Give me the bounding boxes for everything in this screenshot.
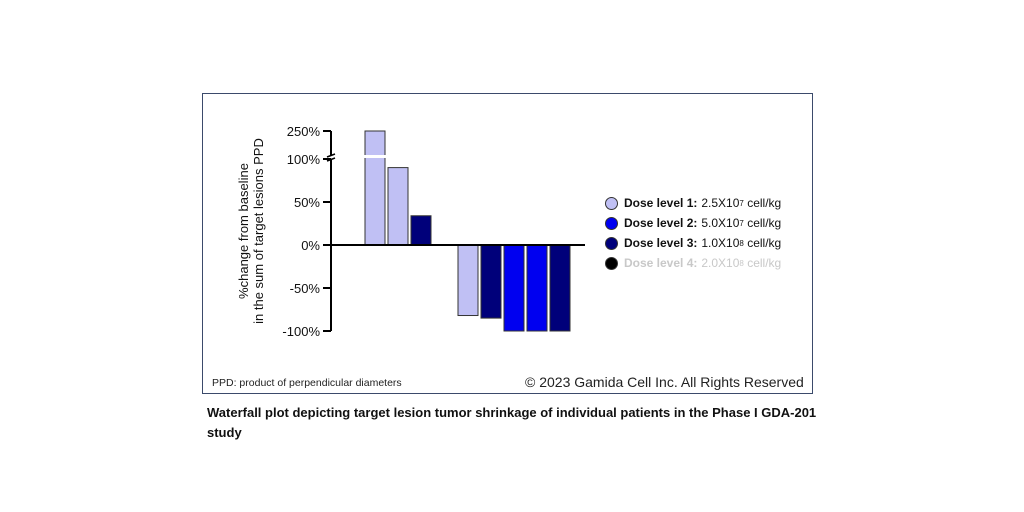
legend-label: Dose level 4: <box>624 256 698 270</box>
bar <box>503 244 525 332</box>
footnote: PPD: product of perpendicular diameters <box>212 377 402 389</box>
y-tick-label: 0% <box>301 238 320 253</box>
y-axis-label: in the sum of target lesions PPD <box>251 138 266 324</box>
axis-break-gap <box>364 155 386 158</box>
figure-caption: Waterfall plot depicting target lesion t… <box>207 405 817 440</box>
bar <box>526 244 548 332</box>
y-tick-label: -100% <box>282 324 320 339</box>
legend-value: 2.5X10 <box>701 196 740 210</box>
legend-exp: 8 <box>739 258 744 268</box>
bar <box>364 130 386 246</box>
legend-value: 1.0X10 <box>701 236 740 250</box>
y-tick-label: 250% <box>287 124 321 139</box>
y-tick-label: 50% <box>294 195 320 210</box>
legend-exp: 7 <box>739 218 744 228</box>
legend-unit: cell/kg <box>747 256 782 270</box>
copyright: © 2023 Gamida Cell Inc. All Rights Reser… <box>525 374 804 390</box>
legend-item-dose-3: Dose level 3: 1.0X10 8 cell/kg <box>605 233 781 253</box>
legend-exp: 8 <box>739 238 744 248</box>
bar <box>410 215 432 246</box>
legend-unit: cell/kg <box>747 196 782 210</box>
legend-swatch <box>605 216 618 230</box>
legend-label: Dose level 2: <box>624 216 698 230</box>
legend-item-dose-2: Dose level 2: 5.0X10 7 cell/kg <box>605 213 781 233</box>
bar <box>457 244 479 317</box>
legend-value: 2.0X10 <box>701 256 740 270</box>
legend: Dose level 1: 2.5X10 7 cell/kg Dose level … <box>605 193 781 273</box>
legend-label: Dose level 3: <box>624 236 698 250</box>
legend-swatch <box>605 236 618 250</box>
bar <box>480 244 502 319</box>
bar <box>549 244 571 332</box>
legend-value: 5.0X10 <box>701 216 740 230</box>
legend-swatch <box>605 196 618 210</box>
legend-swatch <box>605 256 618 270</box>
legend-unit: cell/kg <box>747 216 782 230</box>
figure-frame <box>202 93 813 394</box>
y-axis-label: %change from baseline <box>236 163 251 299</box>
bar <box>387 167 409 246</box>
legend-item-dose-1: Dose level 1: 2.5X10 7 cell/kg <box>605 193 781 213</box>
legend-label: Dose level 1: <box>624 196 698 210</box>
legend-exp: 7 <box>739 198 744 208</box>
legend-item-dose-4: Dose level 4: 2.0X10 8 cell/kg <box>605 253 781 273</box>
y-tick-label: -50% <box>290 281 321 296</box>
y-tick-label: 100% <box>287 152 321 167</box>
axis-break-mark <box>326 153 336 158</box>
legend-unit: cell/kg <box>747 236 782 250</box>
